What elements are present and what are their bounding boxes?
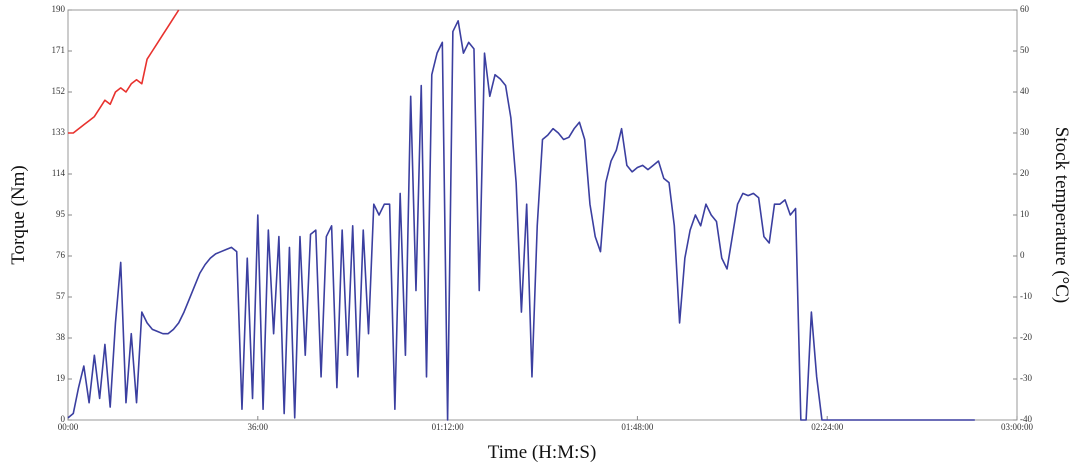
y-tick-label: 38 — [56, 332, 66, 342]
y-tick-label: 152 — [52, 86, 66, 96]
y2-tick-label: -10 — [1020, 291, 1032, 301]
x-tick-label: 03:00:00 — [1001, 422, 1034, 432]
y2-tick-label: 60 — [1020, 4, 1030, 14]
y2-tick-label: -30 — [1020, 373, 1032, 383]
y-tick-label: 114 — [52, 168, 66, 178]
y-tick-label: 76 — [56, 250, 66, 260]
y2-tick-label: 20 — [1020, 168, 1030, 178]
y-tick-label: 0 — [61, 414, 66, 424]
y2-axis-label: Stock temperature (°C) — [1051, 127, 1072, 303]
data-line — [67, 19, 975, 421]
x-tick-label: 36:00 — [248, 422, 269, 432]
plot-frame — [67, 9, 1018, 421]
y-tick-label: 133 — [52, 127, 66, 137]
y2-tick-label: 40 — [1020, 86, 1030, 96]
x-tick-label: 02:24:00 — [811, 422, 844, 432]
y2-tick-label: -20 — [1020, 332, 1032, 342]
x-tick-label: 01:12:00 — [432, 422, 465, 432]
y2-tick-label: 0 — [1020, 250, 1025, 260]
y-tick-label: 190 — [52, 4, 66, 14]
y-tick-label: 95 — [56, 209, 66, 219]
y-axis-label: Torque (Nm) — [8, 165, 29, 264]
y-tick-label: 19 — [56, 373, 66, 383]
x-tick-label: 00:00 — [58, 422, 79, 432]
y-tick-label: 171 — [52, 45, 66, 55]
y2-tick-label: 50 — [1020, 45, 1030, 55]
x-axis-label: Time (H:M:S) — [488, 442, 597, 463]
y-tick-label: 57 — [56, 291, 66, 301]
data-line — [68, 9, 180, 134]
y2-tick-label: -40 — [1020, 414, 1032, 424]
y2-tick-label: 10 — [1020, 209, 1030, 219]
x-tick-label: 01:48:00 — [621, 422, 654, 432]
y2-tick-label: 30 — [1020, 127, 1030, 137]
